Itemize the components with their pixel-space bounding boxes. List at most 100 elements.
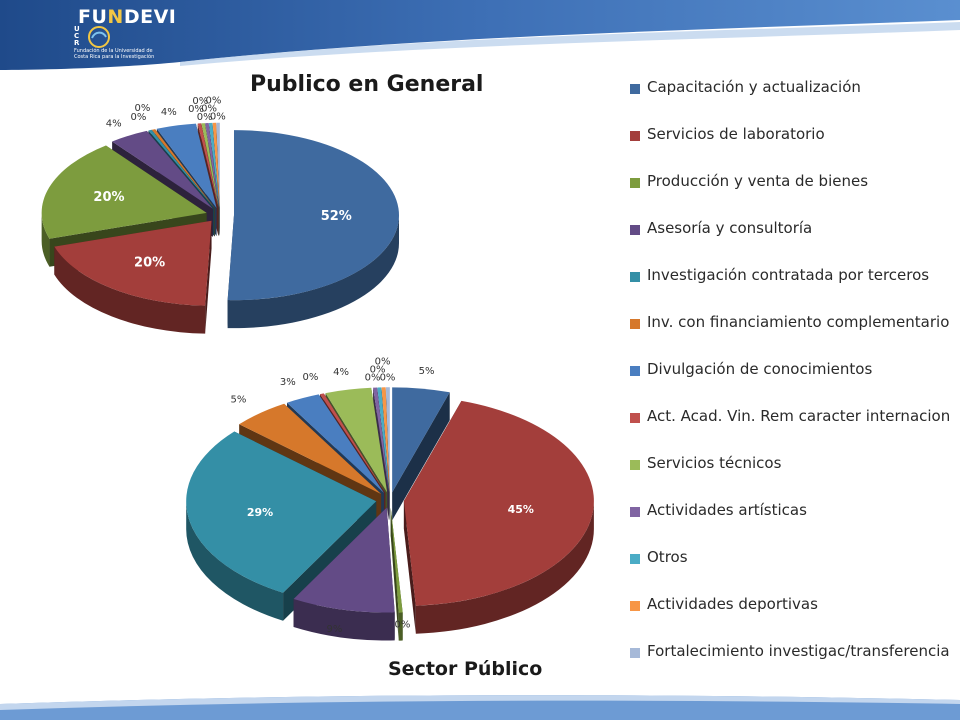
legend-item: Divulgación de conocimientos — [630, 360, 960, 407]
data-label: 0% — [395, 619, 411, 630]
pie-slice — [197, 123, 219, 208]
legend-item: Asesoría y consultoría — [630, 219, 960, 266]
legend-label: Capacitación y actualización — [647, 78, 861, 96]
legend: Capacitación y actualización Servicios de… — [630, 78, 960, 689]
legend-item: Act. Acad. Vin. Rem caracter internacion — [630, 407, 960, 454]
legend-item: Otros — [630, 548, 960, 595]
pie-slice-rim — [293, 599, 395, 641]
legend-swatch — [630, 460, 640, 470]
pie-slice — [373, 387, 389, 493]
data-label: 0% — [188, 104, 204, 115]
data-label: 0% — [135, 103, 151, 114]
data-label: 4% — [161, 107, 177, 118]
pie-slice — [227, 130, 399, 301]
pie-slice — [377, 387, 390, 493]
chart-title-sector-publico: Sector Público — [388, 658, 543, 680]
pie-slice — [205, 122, 219, 208]
pie-slice — [381, 387, 390, 493]
data-label: 0% — [303, 372, 319, 383]
legend-label: Actividades artísticas — [647, 501, 807, 519]
pie-slice-wall — [390, 507, 399, 641]
pie-slice — [216, 122, 220, 208]
logo-swirl-icon — [88, 26, 110, 48]
legend-item: Capacitación y actualización — [630, 78, 960, 125]
legend-label: Divulgación de conocimientos — [647, 360, 873, 378]
legend-label: Servicios técnicos — [647, 454, 782, 472]
legend-swatch — [630, 648, 640, 658]
pie-slice-rim — [41, 212, 50, 267]
legend-label: Fortalecimiento investigac/transferencia — [647, 642, 950, 660]
chart-title-publico-general: Publico en General — [250, 72, 484, 97]
legend-item: Investigación contratada por terceros — [630, 266, 960, 313]
data-label: 0% — [375, 356, 391, 367]
pie-slice — [390, 507, 403, 613]
pie-slice-rim — [415, 500, 594, 634]
data-label: 5% — [230, 394, 246, 405]
pie-slice — [208, 122, 220, 208]
legend-label: Actividades deportivas — [647, 595, 818, 613]
footer-band — [0, 695, 960, 720]
legend-swatch — [630, 225, 640, 235]
pie-slice — [151, 129, 215, 209]
header-band — [0, 0, 960, 70]
legend-item: Producción y venta de bienes — [630, 172, 960, 219]
legend-label: Investigación contratada por terceros — [647, 266, 930, 284]
pie-slice — [156, 123, 217, 209]
legend-label: Otros — [647, 548, 688, 566]
legend-swatch — [630, 272, 640, 282]
pie-slice-rim — [54, 246, 206, 334]
legend-label: Servicios de laboratorio — [647, 125, 825, 143]
data-label: 20% — [134, 256, 165, 271]
legend-label: Inv. con financiamiento complementario — [647, 313, 950, 331]
data-label: 0% — [201, 104, 217, 115]
data-label: 4% — [333, 367, 349, 378]
pie-slice — [392, 387, 450, 493]
pie-slice — [212, 122, 220, 208]
pie-slice — [201, 123, 219, 208]
data-label: 0% — [192, 96, 208, 107]
data-label: 45% — [508, 503, 534, 516]
legend-swatch — [630, 413, 640, 423]
pie-slice-rim — [227, 215, 399, 329]
logo-subtitle: Fundación de la Universidad de Costa Ric… — [74, 48, 155, 60]
logo-letters: U C R — [74, 25, 80, 47]
data-label: 29% — [247, 506, 273, 519]
pie-slice — [54, 220, 212, 306]
data-label: 0% — [210, 111, 226, 122]
pie-slice — [385, 387, 390, 493]
pie-slice — [319, 393, 386, 493]
data-label: 20% — [93, 190, 124, 205]
legend-item: Servicios de laboratorio — [630, 125, 960, 172]
legend-swatch — [630, 507, 640, 517]
legend-label: Act. Acad. Vin. Rem caracter internacion — [647, 407, 951, 425]
pie-slice — [186, 431, 377, 593]
legend-label: Producción y venta de bienes — [647, 172, 869, 190]
pie-slice — [325, 387, 388, 493]
pie-slice-rim — [398, 612, 403, 641]
legend-item: Actividades deportivas — [630, 595, 960, 642]
data-label: 4% — [106, 118, 122, 129]
legend-swatch — [630, 554, 640, 564]
data-label: 3% — [280, 377, 296, 388]
legend-swatch — [630, 366, 640, 376]
pie-slice-wall — [392, 392, 450, 521]
data-label: 0% — [370, 365, 386, 376]
data-label: 52% — [321, 209, 352, 224]
data-label: 0% — [380, 372, 396, 383]
data-label: 0% — [206, 96, 222, 107]
legend-item: Fortalecimiento investigac/transferencia — [630, 642, 960, 689]
legend-swatch — [630, 319, 640, 329]
legend-item: Servicios técnicos — [630, 454, 960, 501]
pie-slice — [112, 130, 213, 209]
pie-slice — [239, 403, 382, 495]
legend-item: Actividades artísticas — [630, 501, 960, 548]
legend-swatch — [630, 601, 640, 611]
legend-item: Inv. con financiamiento complementario — [630, 313, 960, 360]
logo-wordmark: FUNDEVI — [78, 6, 177, 28]
data-label: 9% — [327, 624, 343, 635]
pie-slice — [41, 145, 207, 239]
pie-slice — [287, 394, 384, 494]
pie-chart-1: 5%45%0%9%29%5%3% 0% 4%0%0%0%0% — [186, 356, 594, 641]
data-label: 0% — [130, 112, 146, 123]
data-label: 0% — [365, 373, 381, 384]
